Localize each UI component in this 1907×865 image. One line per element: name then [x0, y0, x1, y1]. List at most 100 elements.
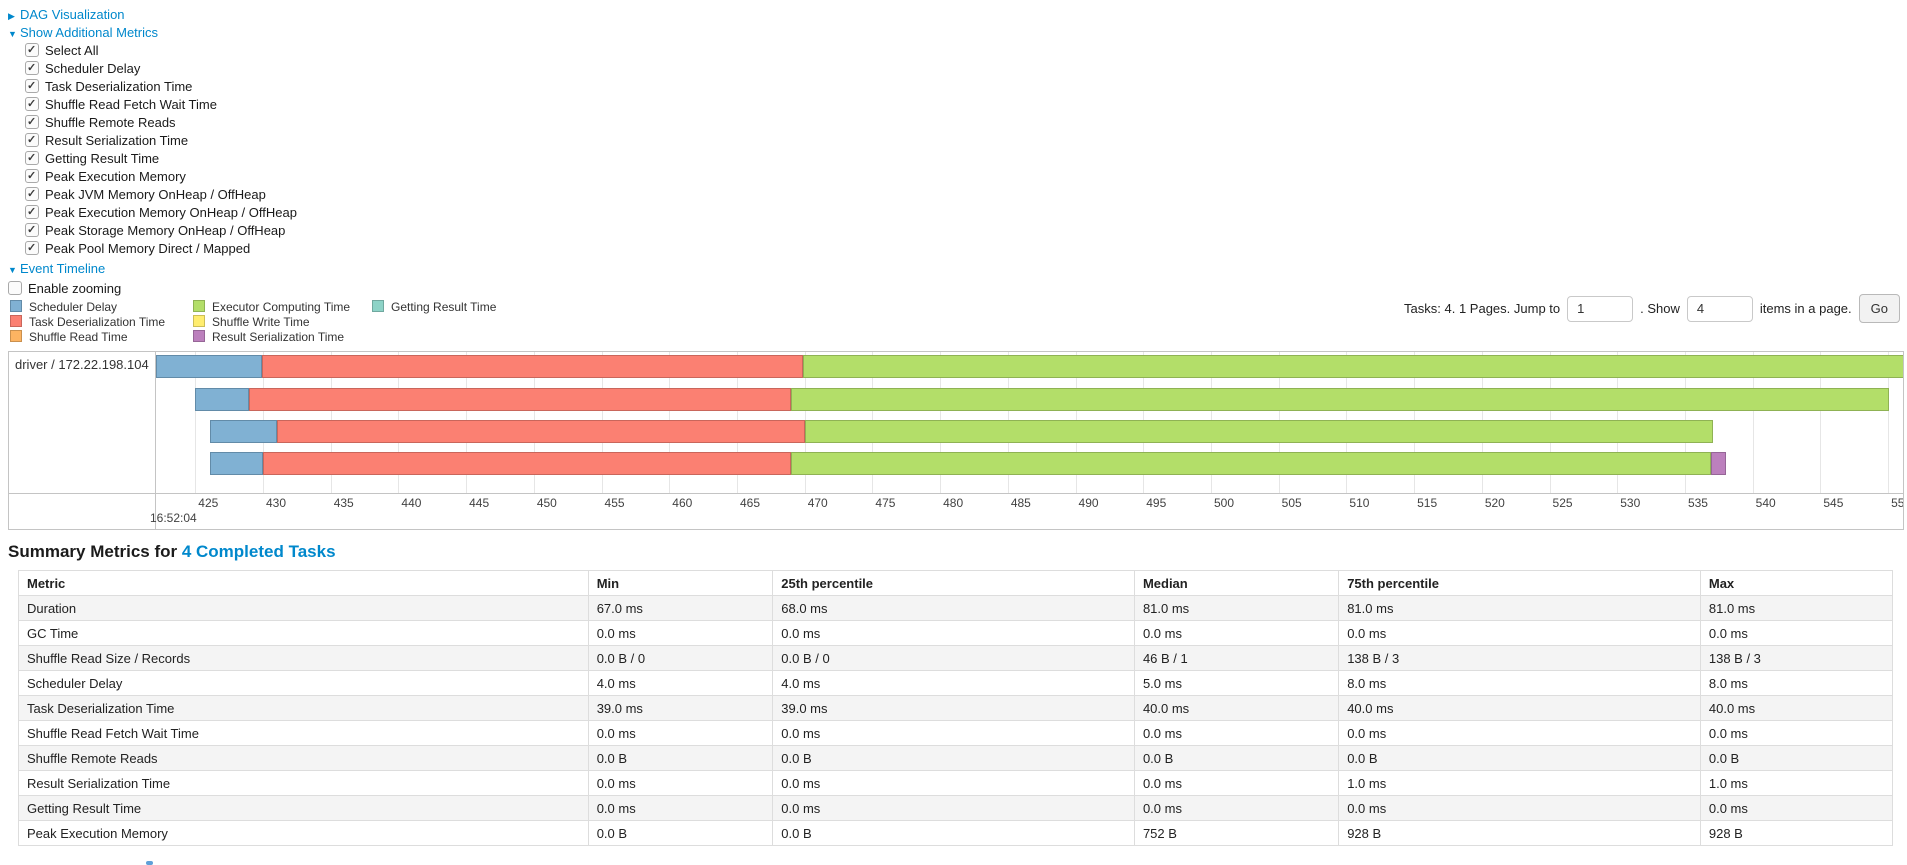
value-cell: 0.0 ms [1133, 620, 1340, 646]
scheduler-delay-swatch-icon [10, 300, 22, 312]
legend-item: Result Serialization Time [193, 330, 372, 345]
task-segment-task-deserialization[interactable] [276, 420, 805, 443]
legend-column: Getting Result Time [372, 300, 496, 345]
value-cell: 0.0 B / 0 [587, 645, 774, 671]
timeline-axis: 425 430 435 440 445 450 455 460 465 470 475 480 485 4… [9, 493, 1903, 529]
task-segment-scheduler-delay[interactable] [156, 355, 262, 378]
legend-item: Shuffle Write Time [193, 315, 372, 330]
arrow-down-icon: ▼ [8, 29, 17, 39]
axis-tick-label: 525 [1552, 496, 1573, 510]
metric-checkbox-label: Getting Result Time [45, 151, 160, 166]
metric-cell: Peak Execution Memory [18, 820, 589, 846]
value-cell: 39.0 ms [587, 695, 774, 721]
value-cell: 0.0 ms [587, 620, 774, 646]
legend-column: Scheduler Delay Task Deserialization Time… [10, 300, 193, 345]
table-row: Duration 67.0 ms 68.0 ms 81.0 ms 81.0 ms 81.0… [18, 595, 1894, 621]
summary-heading-text: Summary Metrics for [8, 542, 182, 561]
value-cell: 40.0 ms [1133, 695, 1340, 721]
label-column-divider [155, 352, 156, 529]
metric-checkbox[interactable] [25, 185, 39, 203]
task-segment-executor-computing[interactable] [803, 355, 1903, 378]
metric-checkbox[interactable] [25, 113, 39, 131]
value-cell: 81.0 ms [1699, 595, 1894, 621]
legend-column: Executor Computing Time Shuffle Write Tim… [193, 300, 372, 345]
axis-tick-label: 530 [1620, 496, 1641, 510]
metric-checkbox-label: Peak Pool Memory Direct / Mapped [45, 241, 251, 256]
go-button[interactable]: Go [1858, 294, 1900, 323]
value-cell: 0.0 ms [1338, 720, 1701, 746]
enable-zooming-checkbox[interactable] [8, 281, 22, 295]
metric-checkbox[interactable] [25, 239, 39, 257]
axis-tick-label: 550 [1891, 496, 1903, 510]
value-cell: 4.0 ms [772, 670, 1135, 696]
metric-checkbox[interactable] [25, 149, 39, 167]
legend-label: Result Serialization Time [212, 330, 345, 344]
metric-checkbox[interactable] [25, 167, 39, 185]
metric-checkbox-row: Result Serialization Time [8, 131, 297, 150]
task-segment-executor-computing[interactable] [791, 452, 1711, 475]
axis-tick-label: 440 [401, 496, 422, 510]
value-cell: 1.0 ms [1699, 770, 1894, 796]
task-segment-executor-computing[interactable] [791, 388, 1890, 411]
event-timeline-link[interactable]: Event Timeline [20, 261, 106, 276]
table-row: GC Time 0.0 ms 0.0 ms 0.0 ms 0.0 ms 0.0 ms [18, 620, 1894, 646]
legend-label: Shuffle Write Time [212, 315, 310, 329]
value-cell: 138 B / 3 [1338, 645, 1701, 671]
metric-checkbox-row: Task Deserialization Time [8, 77, 297, 96]
value-cell: 0.0 ms [1699, 795, 1894, 821]
metric-checkbox[interactable] [25, 41, 39, 59]
table-row: Shuffle Remote Reads 0.0 B 0.0 B 0.0 B 0.0 B… [18, 745, 1894, 771]
task-segment-task-deserialization[interactable] [249, 388, 792, 411]
task-segment-result-serialization[interactable] [1710, 452, 1726, 475]
completed-tasks-link[interactable]: 4 Completed Tasks [181, 542, 336, 561]
jump-to-page-input[interactable] [1567, 295, 1634, 322]
enable-zooming-row: Enable zooming [8, 280, 297, 298]
task-segment-task-deserialization[interactable] [262, 452, 792, 475]
axis-tick-label: 475 [875, 496, 896, 510]
metric-cell: Shuffle Remote Reads [18, 745, 589, 771]
task-segment-executor-computing[interactable] [804, 420, 1714, 443]
metric-checkbox[interactable] [25, 203, 39, 221]
metric-checkbox[interactable] [25, 77, 39, 95]
metric-checkbox[interactable] [25, 131, 39, 149]
axis-tick-label: 500 [1213, 496, 1234, 510]
metric-checkbox-label: Peak Storage Memory OnHeap / OffHeap [45, 223, 286, 238]
metric-checkbox-row: Peak Storage Memory OnHeap / OffHeap [8, 221, 297, 240]
table-row: Shuffle Read Size / Records 0.0 B / 0 0.0 … [18, 645, 1894, 671]
axis-tick-label: 455 [604, 496, 625, 510]
dag-visualization-row: ▶ DAG Visualization [8, 6, 297, 24]
show-additional-metrics-link[interactable]: Show Additional Metrics [20, 25, 159, 40]
metric-checkbox-label: Peak JVM Memory OnHeap / OffHeap [45, 187, 266, 202]
legend-label: Task Deserialization Time [29, 315, 166, 329]
column-header: 75th percentile [1338, 570, 1701, 596]
metric-checkbox-row: Shuffle Read Fetch Wait Time [8, 95, 297, 114]
axis-tick-label: 510 [1349, 496, 1370, 510]
gridline [1888, 352, 1890, 493]
page-size-input[interactable] [1686, 295, 1753, 322]
gridline [1820, 352, 1822, 493]
value-cell: 39.0 ms [772, 695, 1135, 721]
column-header: Max [1699, 570, 1894, 596]
value-cell: 0.0 B [587, 745, 774, 771]
arrow-right-icon: ▶ [8, 11, 15, 21]
metric-cell: Scheduler Delay [18, 670, 589, 696]
value-cell: 0.0 ms [772, 720, 1135, 746]
value-cell: 0.0 B [1338, 745, 1701, 771]
metric-cell: GC Time [18, 620, 589, 646]
task-segment-scheduler-delay[interactable] [195, 388, 250, 411]
value-cell: 752 B [1133, 820, 1340, 846]
summary-table-header-row: Metric Min 25th percentile Median 75th perce… [18, 570, 1894, 596]
legend-label: Scheduler Delay [29, 300, 118, 314]
value-cell: 0.0 ms [1338, 795, 1701, 821]
metric-checkbox[interactable] [25, 59, 39, 77]
show-additional-metrics-row: ▼ Show Additional Metrics [8, 24, 297, 42]
legend-item: Task Deserialization Time [10, 315, 193, 330]
metric-checkbox[interactable] [25, 95, 39, 113]
dag-visualization-link[interactable]: DAG Visualization [20, 7, 125, 22]
metric-checkbox-label: Shuffle Remote Reads [45, 115, 176, 130]
task-segment-scheduler-delay[interactable] [210, 452, 263, 475]
shuffle-write-swatch-icon [193, 315, 205, 327]
metric-checkbox[interactable] [25, 221, 39, 239]
task-segment-task-deserialization[interactable] [261, 355, 804, 378]
task-segment-scheduler-delay[interactable] [210, 420, 277, 443]
